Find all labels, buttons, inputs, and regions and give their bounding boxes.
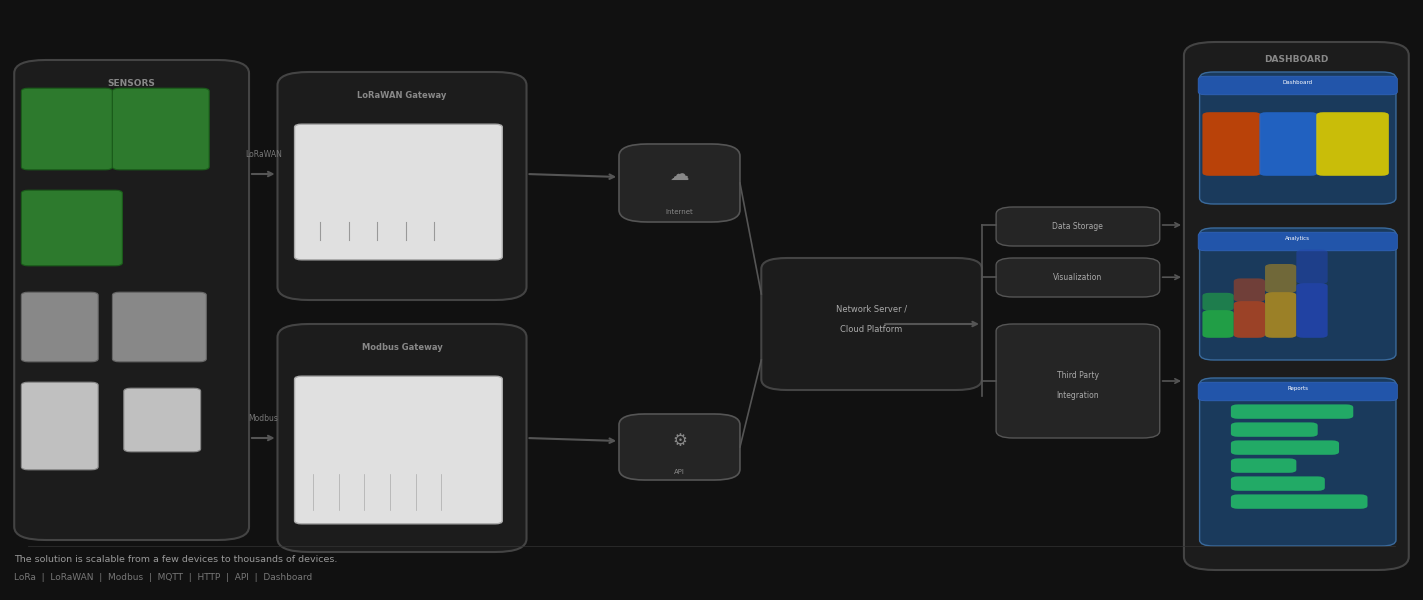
- Text: ⚙: ⚙: [672, 432, 687, 450]
- Text: SENSORS: SENSORS: [108, 79, 155, 88]
- Text: Dashboard: Dashboard: [1282, 80, 1313, 85]
- Text: Visualization: Visualization: [1053, 273, 1103, 282]
- Text: Internet: Internet: [666, 209, 693, 215]
- FancyBboxPatch shape: [21, 88, 112, 170]
- FancyBboxPatch shape: [21, 292, 98, 362]
- FancyBboxPatch shape: [1202, 310, 1234, 338]
- FancyBboxPatch shape: [619, 414, 740, 480]
- FancyBboxPatch shape: [619, 144, 740, 222]
- FancyBboxPatch shape: [1231, 458, 1296, 473]
- FancyBboxPatch shape: [1231, 404, 1353, 419]
- FancyBboxPatch shape: [1234, 301, 1265, 338]
- Text: Data Storage: Data Storage: [1053, 222, 1103, 231]
- Text: Cloud Platform: Cloud Platform: [841, 325, 902, 335]
- FancyBboxPatch shape: [1316, 112, 1389, 176]
- FancyBboxPatch shape: [1198, 232, 1397, 251]
- FancyBboxPatch shape: [1202, 112, 1261, 176]
- FancyBboxPatch shape: [1184, 42, 1409, 570]
- FancyBboxPatch shape: [1231, 476, 1325, 491]
- Text: Network Server /: Network Server /: [837, 304, 906, 313]
- FancyBboxPatch shape: [1265, 264, 1296, 293]
- FancyBboxPatch shape: [1231, 422, 1318, 437]
- FancyBboxPatch shape: [1265, 292, 1296, 338]
- FancyBboxPatch shape: [21, 190, 122, 266]
- Text: Integration: Integration: [1057, 392, 1099, 401]
- FancyBboxPatch shape: [295, 124, 502, 260]
- FancyBboxPatch shape: [112, 292, 206, 362]
- FancyBboxPatch shape: [1198, 382, 1397, 401]
- Text: Reports: Reports: [1288, 386, 1308, 391]
- Text: API: API: [675, 469, 684, 475]
- FancyBboxPatch shape: [124, 388, 201, 452]
- FancyBboxPatch shape: [1200, 72, 1396, 204]
- FancyBboxPatch shape: [996, 324, 1160, 438]
- Text: Analytics: Analytics: [1285, 236, 1311, 241]
- FancyBboxPatch shape: [277, 72, 527, 300]
- FancyBboxPatch shape: [1296, 250, 1328, 284]
- FancyBboxPatch shape: [1231, 440, 1339, 455]
- FancyBboxPatch shape: [1259, 112, 1318, 176]
- FancyBboxPatch shape: [996, 207, 1160, 246]
- Text: LoRaWAN: LoRaWAN: [245, 150, 282, 159]
- Text: ☁: ☁: [670, 164, 689, 184]
- FancyBboxPatch shape: [21, 382, 98, 470]
- FancyBboxPatch shape: [1234, 278, 1265, 302]
- Text: DASHBOARD: DASHBOARD: [1264, 55, 1329, 64]
- Text: Modbus Gateway: Modbus Gateway: [361, 343, 443, 352]
- FancyBboxPatch shape: [1296, 283, 1328, 338]
- FancyBboxPatch shape: [1198, 76, 1397, 95]
- FancyBboxPatch shape: [1200, 378, 1396, 546]
- Text: LoRaWAN Gateway: LoRaWAN Gateway: [357, 91, 447, 100]
- FancyBboxPatch shape: [1200, 228, 1396, 360]
- FancyBboxPatch shape: [996, 258, 1160, 297]
- Text: Modbus: Modbus: [249, 414, 277, 423]
- FancyBboxPatch shape: [1202, 293, 1234, 311]
- FancyBboxPatch shape: [1231, 494, 1368, 509]
- FancyBboxPatch shape: [761, 258, 982, 390]
- FancyBboxPatch shape: [277, 324, 527, 552]
- Text: The solution is scalable from a few devices to thousands of devices.: The solution is scalable from a few devi…: [14, 554, 337, 564]
- FancyBboxPatch shape: [14, 60, 249, 540]
- Text: LoRa  |  LoRaWAN  |  Modbus  |  MQTT  |  HTTP  |  API  |  Dashboard: LoRa | LoRaWAN | Modbus | MQTT | HTTP | …: [14, 572, 313, 582]
- FancyBboxPatch shape: [112, 88, 209, 170]
- Text: Third Party: Third Party: [1057, 370, 1099, 379]
- FancyBboxPatch shape: [295, 376, 502, 524]
